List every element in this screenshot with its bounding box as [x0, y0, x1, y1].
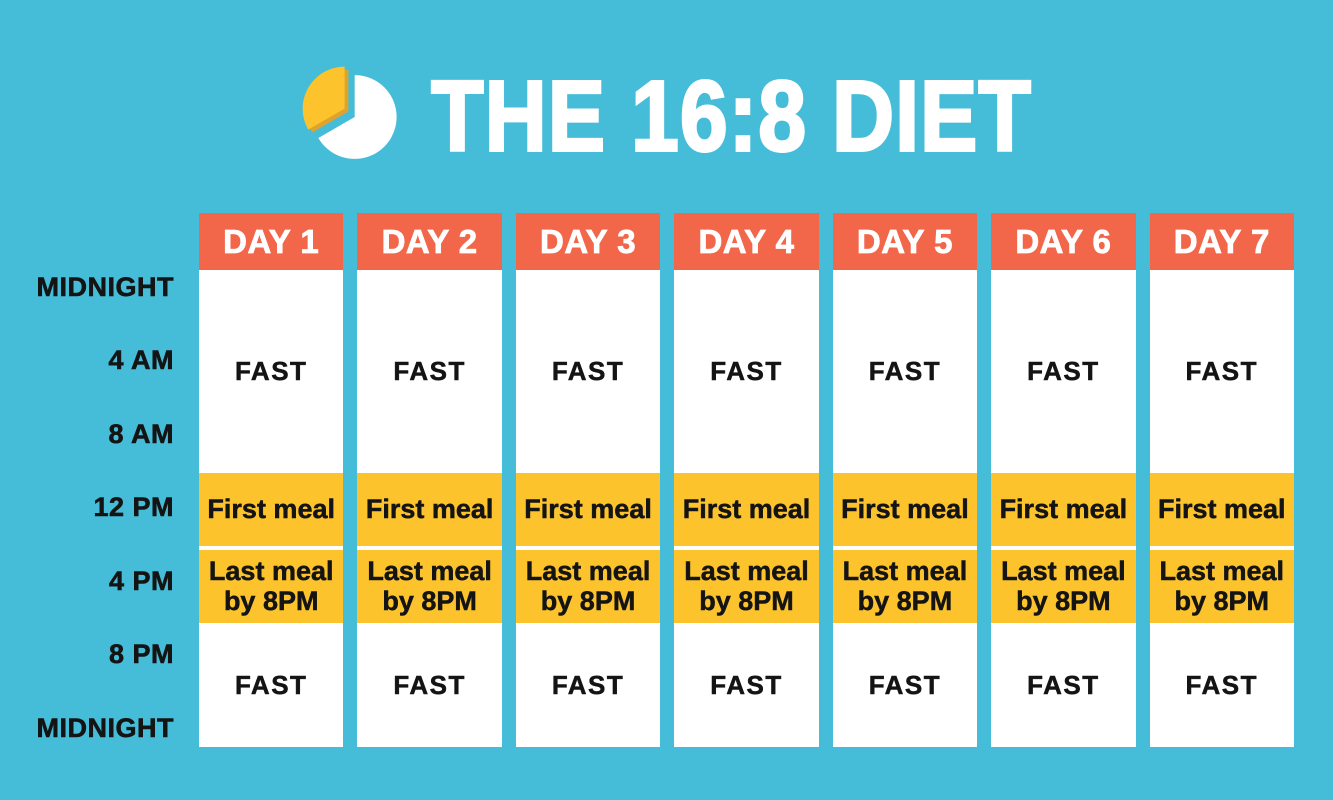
time-label-8am: 8 AM [108, 419, 174, 449]
fast-morning-cell: FAST [991, 270, 1136, 473]
time-label-midnight-start: MIDNIGHT [36, 272, 174, 302]
fast-morning-cell: FAST [832, 270, 978, 473]
schedule-grid: DAY 1 FAST First meal Last meal by 8PM F… [199, 213, 1294, 747]
fast-evening-cell: FAST [199, 623, 344, 747]
day-header: DAY 3 [515, 213, 661, 270]
last-meal-cell: Last meal by 8PM [674, 550, 819, 623]
fast-morning-cell: FAST [674, 270, 819, 473]
day-header: DAY 1 [199, 213, 344, 270]
fast-morning-cell: FAST [199, 270, 344, 473]
fast-morning-cell: FAST [515, 270, 661, 473]
day-header: DAY 7 [1149, 213, 1294, 270]
page-header: THE 16:8 DIET [0, 58, 1333, 176]
day-column-1: DAY 1 FAST First meal Last meal by 8PM F… [199, 213, 344, 747]
first-meal-cell: First meal [991, 473, 1136, 550]
fast-evening-cell: FAST [991, 623, 1136, 747]
day-column-6: DAY 6 FAST First meal Last meal by 8PM F… [991, 213, 1136, 747]
first-meal-cell: First meal [357, 473, 502, 550]
last-meal-cell: Last meal by 8PM [991, 550, 1136, 623]
fast-evening-cell: FAST [832, 623, 978, 747]
day-column-4: DAY 4 FAST First meal Last meal by 8PM F… [674, 213, 819, 747]
first-meal-cell: First meal [674, 473, 819, 550]
day-header: DAY 6 [991, 213, 1136, 270]
fast-evening-cell: FAST [1149, 623, 1294, 747]
time-axis: MIDNIGHT 4 AM 8 AM 12 PM 4 PM 8 PM MIDNI… [0, 213, 176, 747]
time-label-12pm: 12 PM [93, 492, 174, 522]
last-meal-cell: Last meal by 8PM [357, 550, 502, 623]
day-header: DAY 2 [357, 213, 502, 270]
time-label-midnight-end: MIDNIGHT [36, 713, 174, 743]
day-header: DAY 5 [832, 213, 978, 270]
day-column-7: DAY 7 FAST First meal Last meal by 8PM F… [1149, 213, 1294, 747]
last-meal-cell: Last meal by 8PM [832, 550, 978, 623]
page-title: THE 16:8 DIET [430, 61, 1032, 173]
first-meal-cell: First meal [199, 473, 344, 550]
first-meal-cell: First meal [1149, 473, 1294, 550]
last-meal-cell: Last meal by 8PM [1149, 550, 1294, 623]
time-label-8pm: 8 PM [108, 639, 174, 669]
fast-evening-cell: FAST [515, 623, 661, 747]
last-meal-cell: Last meal by 8PM [199, 550, 344, 623]
time-label-4pm: 4 PM [108, 566, 174, 596]
fast-morning-cell: FAST [1149, 270, 1294, 473]
day-header: DAY 4 [674, 213, 819, 270]
fast-evening-cell: FAST [674, 623, 819, 747]
day-column-3: DAY 3 FAST First meal Last meal by 8PM F… [515, 213, 661, 747]
time-label-4am: 4 AM [108, 345, 174, 375]
first-meal-cell: First meal [515, 473, 661, 550]
first-meal-cell: First meal [832, 473, 978, 550]
pie-clock-icon [302, 66, 397, 159]
fast-morning-cell: FAST [357, 270, 502, 473]
day-column-5: DAY 5 FAST First meal Last meal by 8PM F… [832, 213, 978, 747]
day-column-2: DAY 2 FAST First meal Last meal by 8PM F… [357, 213, 502, 747]
fast-evening-cell: FAST [357, 623, 502, 747]
last-meal-cell: Last meal by 8PM [515, 550, 661, 623]
